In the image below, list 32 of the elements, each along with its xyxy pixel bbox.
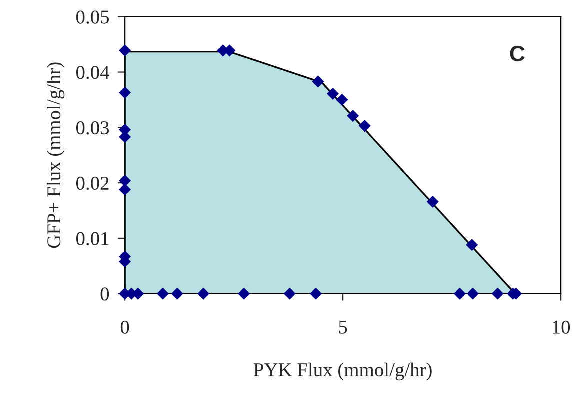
point — [326, 88, 340, 100]
point — [119, 44, 132, 57]
point — [156, 288, 170, 300]
point — [171, 288, 184, 300]
point — [284, 288, 296, 300]
x-tick-label: 5 — [339, 321, 348, 334]
point — [197, 288, 210, 300]
x-tick-label: 0 — [120, 320, 130, 334]
point — [238, 288, 250, 300]
point — [466, 239, 478, 252]
y-tick-label: 0.03 — [76, 121, 110, 135]
y-tick-label: 0.04 — [76, 66, 110, 80]
annotation: C — [510, 46, 525, 62]
point — [466, 288, 480, 300]
point — [336, 94, 348, 106]
point — [454, 288, 466, 300]
point — [119, 174, 132, 187]
point — [426, 196, 439, 208]
y-tick-label: 0.02 — [76, 176, 109, 190]
point — [312, 76, 324, 88]
point — [492, 288, 504, 300]
point — [310, 288, 322, 300]
point — [347, 110, 360, 122]
y-axis-title: GFP+ Flux (mmol/g/hr) — [46, 62, 65, 248]
x-axis-title: PYK Flux (mmol/g/hr) — [254, 362, 432, 381]
point — [119, 184, 132, 196]
y-tick-label: 0.05 — [76, 10, 110, 24]
y-tick-label: 0 — [100, 288, 110, 301]
point — [358, 120, 371, 132]
y-tick-label: 0.01 — [76, 232, 109, 246]
x-tick-label: 10 — [553, 320, 570, 334]
point — [119, 86, 132, 99]
